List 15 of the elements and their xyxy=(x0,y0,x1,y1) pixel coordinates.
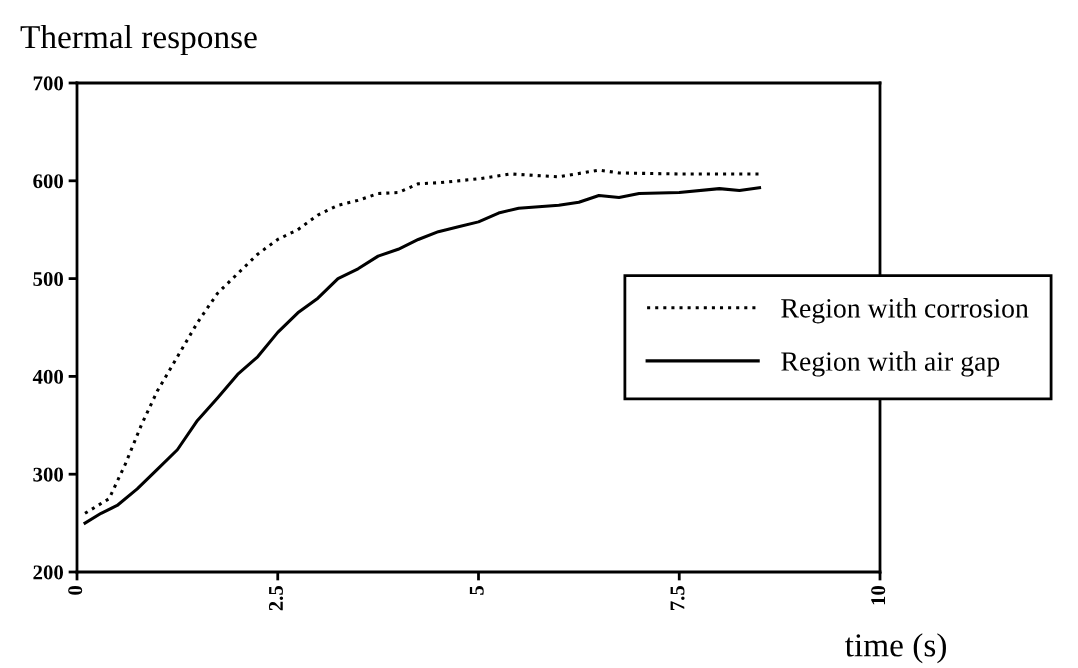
chart-title: Thermal response xyxy=(20,24,257,56)
legend-label: Region with corrosion xyxy=(781,298,1029,324)
y-tick-label: 200 xyxy=(33,565,64,580)
x-tick-label: 0 xyxy=(68,585,83,595)
y-tick-label: 300 xyxy=(33,467,64,482)
legend-label: Region with air gap xyxy=(781,351,1000,377)
x-axis-title: time (s) xyxy=(845,633,946,664)
y-tick-label: 700 xyxy=(33,76,64,91)
x-tick-label: 2.5 xyxy=(268,585,284,611)
y-tick-label: 600 xyxy=(33,174,64,189)
y-tick-label: 400 xyxy=(32,369,64,384)
y-tick-label: 500 xyxy=(33,271,64,287)
x-tick-label: 5 xyxy=(469,585,484,595)
x-tick-label: 10 xyxy=(871,585,886,605)
x-tick-label: 7.5 xyxy=(670,585,685,611)
